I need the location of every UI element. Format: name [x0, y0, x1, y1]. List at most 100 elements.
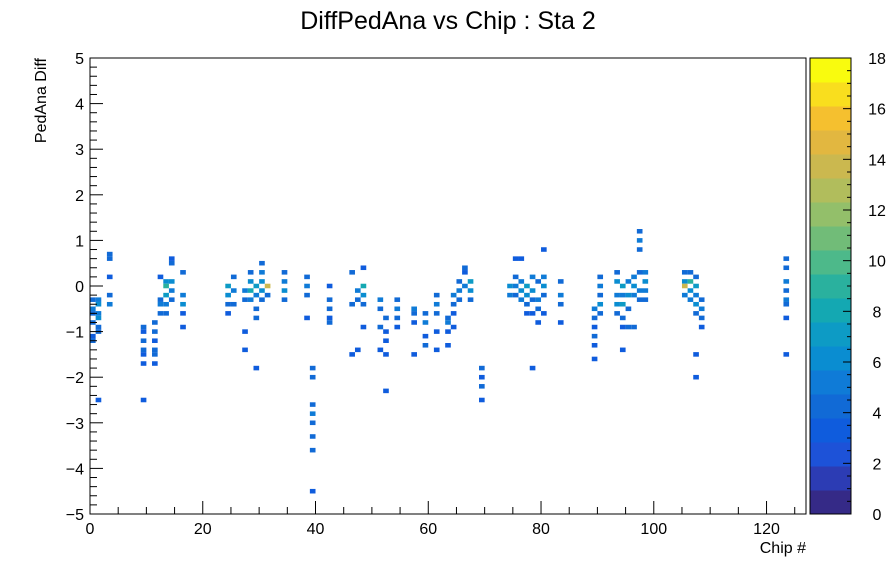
- y-tick-label: 2: [75, 188, 84, 205]
- heatmap-cell: [445, 343, 451, 348]
- heatmap-cell: [349, 301, 355, 307]
- heatmap-cell: [95, 311, 102, 316]
- heatmap-cell: [247, 279, 254, 284]
- heatmap-cell: [462, 265, 468, 271]
- y-tick-label: 5: [75, 51, 84, 68]
- heatmap-cell: [625, 306, 632, 312]
- axes: 0 20 40 60 80 100 120 −5 −4 −3 −2 −1 0 1 2 3 4 5: [66, 51, 796, 538]
- heatmap-cell: [95, 301, 102, 307]
- heatmap-cell: [383, 388, 389, 394]
- colorbar: 0 2 4 6 8 10 12 14 16 18: [809, 51, 886, 524]
- x-tick-label: 20: [194, 521, 212, 538]
- chart-title: DiffPedAna vs Chip : Sta 2: [300, 7, 596, 35]
- heatmap-cell: [693, 374, 699, 380]
- heatmap-cell: [456, 297, 463, 302]
- heatmap-cell: [90, 333, 96, 339]
- heatmap-cell: [614, 301, 620, 307]
- heatmap-cell: [625, 324, 632, 330]
- heatmap-cell: [163, 283, 169, 289]
- heatmap-cell: [687, 288, 694, 293]
- x-tick-label: 80: [532, 521, 550, 538]
- heatmap-cell: [422, 320, 429, 325]
- y-tick-label: −3: [66, 416, 84, 433]
- heatmap-cell: [157, 301, 164, 307]
- heatmap-cell: [698, 315, 705, 321]
- heatmap-cell: [535, 320, 542, 325]
- heatmap-cell: [783, 265, 790, 271]
- heatmap-cell: [106, 256, 113, 261]
- colorbar-swatch: [810, 490, 851, 515]
- colorbar-swatch: [810, 178, 851, 203]
- heatmap-cell: [168, 288, 175, 293]
- heatmap-cell: [304, 315, 310, 321]
- heatmap-cell: [230, 274, 237, 280]
- heatmap-cell: [636, 238, 643, 243]
- heatmap-cell: [591, 333, 598, 339]
- heatmap-cell: [106, 292, 113, 298]
- heatmap-cell: [479, 365, 485, 371]
- heatmap-cell: [354, 297, 361, 302]
- heatmap-cell: [163, 292, 169, 298]
- heatmap-cell: [619, 283, 626, 289]
- heatmap-cell: [529, 365, 536, 371]
- heatmap-cell: [698, 306, 705, 312]
- colorbar-swatch: [810, 370, 851, 395]
- colorbar-tick-label: 0: [873, 507, 882, 524]
- heatmap-cell: [507, 283, 513, 289]
- heatmap-cell: [450, 301, 457, 307]
- colorbar-swatch: [810, 466, 851, 491]
- x-tick-label: 100: [640, 521, 667, 538]
- heatmap-cell: [541, 247, 547, 252]
- heatmap-cell: [479, 374, 485, 380]
- heatmap-cell: [242, 297, 248, 302]
- heatmap-cell: [140, 347, 147, 353]
- heatmap-cell: [422, 333, 429, 339]
- heatmap-cell: [326, 306, 333, 312]
- heatmap-cell: [326, 320, 333, 325]
- heatmap-cell: [433, 301, 440, 307]
- heatmap-cell: [614, 292, 620, 298]
- heatmap-cell: [259, 260, 265, 266]
- heatmap-cell: [693, 283, 699, 289]
- heatmap-cell: [309, 488, 316, 494]
- colorbar-swatch: [810, 418, 851, 443]
- heatmap-cell: [642, 270, 649, 275]
- heatmap-cell: [591, 324, 598, 330]
- heatmap-cell: [411, 306, 417, 312]
- heatmap-cell: [450, 292, 457, 298]
- heatmap-cell: [180, 311, 186, 316]
- heatmap-cell: [693, 292, 699, 298]
- heatmap-cell: [383, 338, 389, 343]
- heatmap-cell: [253, 306, 260, 312]
- heatmap-cell: [242, 288, 248, 293]
- heatmap-cell: [349, 352, 355, 357]
- heatmap-cell: [698, 324, 705, 330]
- heatmap-cell: [445, 329, 451, 334]
- heatmap-cell: [264, 292, 271, 298]
- heatmap-cell: [512, 292, 519, 298]
- heatmap-cell: [693, 352, 699, 357]
- heatmap-cell: [180, 301, 186, 307]
- heatmap-cell: [247, 288, 254, 293]
- heatmap-cells: [90, 229, 790, 494]
- heatmap-cell: [422, 343, 429, 348]
- heatmap-cell: [529, 311, 536, 316]
- heatmap-cell: [625, 292, 632, 298]
- heatmap-cell: [456, 288, 463, 293]
- heatmap-cell: [524, 311, 530, 316]
- heatmap-cell: [259, 270, 265, 275]
- heatmap-cell: [783, 352, 790, 357]
- colorbar-swatch: [810, 250, 851, 275]
- heatmap-cell: [394, 297, 401, 302]
- heatmap-cell: [597, 301, 604, 307]
- heatmap-cell: [326, 315, 333, 321]
- heatmap-cell: [281, 279, 288, 284]
- heatmap-cell: [518, 297, 525, 302]
- heatmap-cell: [225, 292, 231, 298]
- heatmap-cell: [462, 283, 468, 289]
- heatmap-cell: [687, 270, 694, 275]
- x-axis-label: Chip #: [760, 540, 806, 557]
- heatmap-cell: [360, 265, 367, 271]
- heatmap-cell: [636, 270, 643, 275]
- colorbar-tick-label: 4: [873, 406, 882, 423]
